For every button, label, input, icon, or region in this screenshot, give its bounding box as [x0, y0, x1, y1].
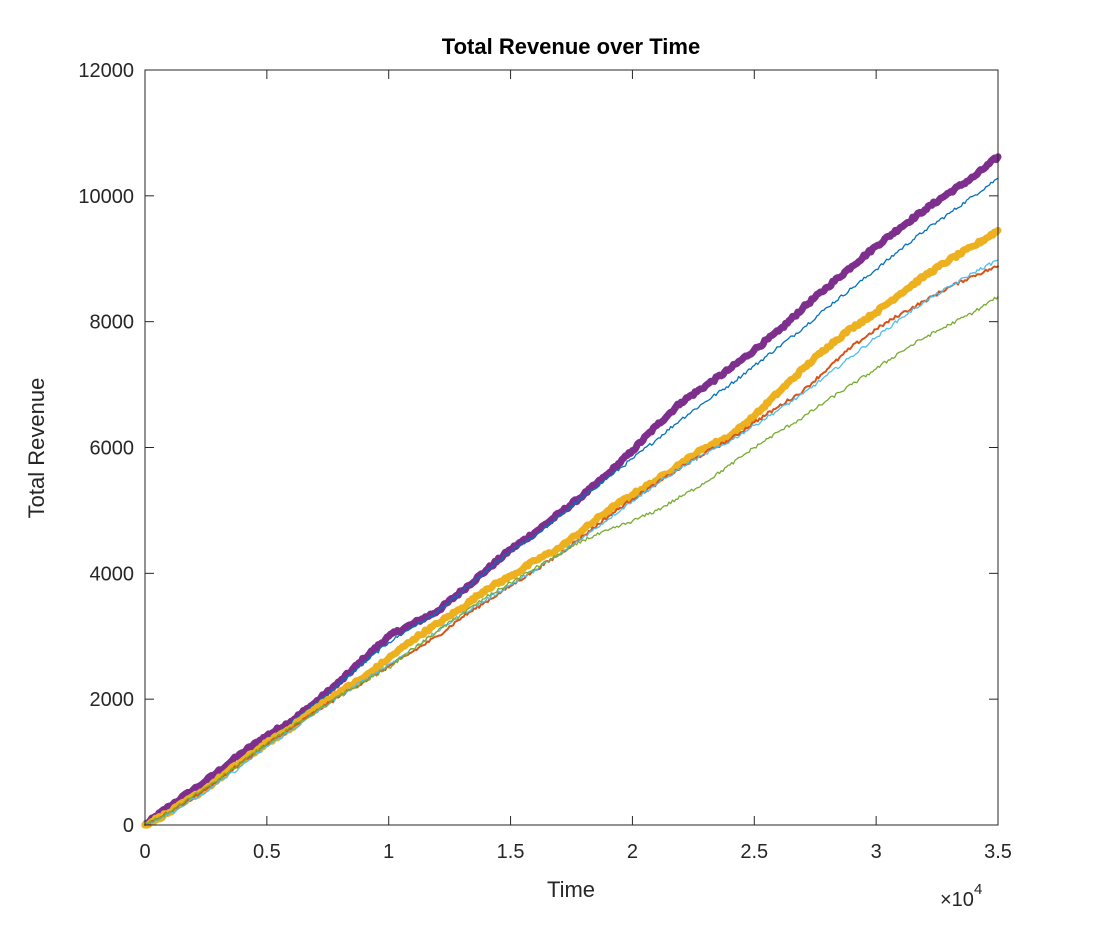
x-tick-label: 3 [871, 841, 882, 863]
ticks-layer: 0 0.5 1 1.5 2 2.5 3 3.5 0 2000 4000 6000 8000 10000 12… [78, 60, 1012, 863]
x-axis-multiplier-exponent: 4 [974, 881, 982, 898]
y-tick-label: 0 [123, 815, 134, 837]
x-axis-label: Time [547, 877, 595, 902]
y-tick-label: 4000 [90, 563, 135, 585]
x-tick-label: 2 [627, 841, 638, 863]
x-axis-multiplier-base: ×10 [940, 889, 974, 911]
x-tick-label: 2.5 [740, 841, 768, 863]
x-tick-label: 0.5 [253, 841, 281, 863]
series-layer [141, 153, 1002, 829]
plot-area-frame [144, 69, 999, 826]
x-tick-label: 0 [139, 841, 150, 863]
y-tick-label: 8000 [90, 312, 135, 334]
x-tick-label: 1.5 [497, 841, 525, 863]
y-tick-label: 12000 [78, 60, 134, 82]
x-tick-label: 1 [383, 841, 394, 863]
y-axis-label: Total Revenue [24, 378, 49, 519]
y-tick-label: 6000 [90, 438, 135, 460]
y-tick-label: 2000 [90, 689, 135, 711]
x-tick-label: 3.5 [984, 841, 1012, 863]
series-line-4 [144, 265, 999, 826]
x-axis-multiplier: ×104 [940, 881, 982, 911]
chart-title: Total Revenue over Time [442, 34, 700, 59]
y-tick-label: 10000 [78, 186, 134, 208]
series-line-6 [144, 295, 999, 826]
series-line-3 [141, 226, 1002, 829]
series-line-1 [141, 153, 1002, 829]
